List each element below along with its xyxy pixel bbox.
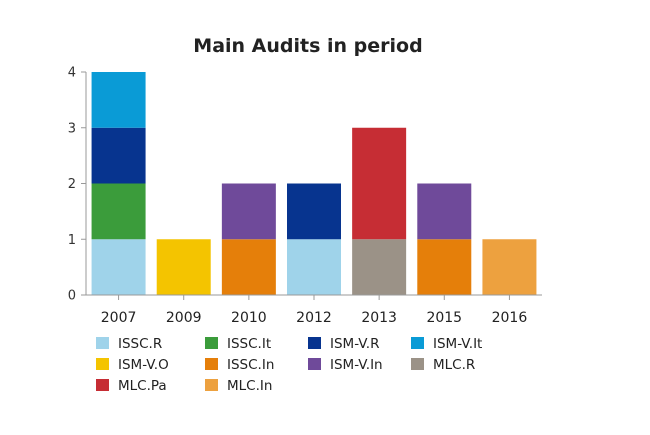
y-tick-label: 1	[68, 233, 76, 248]
legend-swatch	[411, 337, 424, 349]
bar-segment	[482, 239, 537, 295]
bar-segment	[221, 183, 276, 240]
x-tick-label: 2016	[492, 310, 528, 326]
bar-segment	[287, 239, 341, 295]
x-tick-label: 2010	[231, 310, 267, 326]
legend-swatch	[96, 337, 109, 349]
x-tick-label: 2009	[166, 310, 202, 326]
bar-segment	[91, 183, 146, 240]
x-tick-label: 2013	[361, 310, 397, 326]
bar-segment	[417, 239, 472, 295]
legend: ISSC.R ISSC.It ISM-V.R ISM-V.It ISM-V.O ISSC.…	[96, 336, 482, 394]
legend-label: ISSC.In	[227, 357, 274, 373]
legend-swatch	[205, 379, 218, 391]
bar-segment	[221, 239, 276, 295]
x-axis: 2007 2009 2010 2012 2013 2015 2016	[86, 294, 542, 326]
bar-segment	[287, 183, 341, 240]
bar-segment	[352, 239, 407, 295]
legend-label: ISM-V.O	[118, 357, 169, 373]
y-tick-label: 2	[68, 177, 76, 192]
x-tick-label: 2015	[426, 310, 462, 326]
legend-label: MLC.In	[227, 378, 272, 394]
chart-title: Main Audits in period	[193, 35, 422, 57]
legend-label: ISM-V.In	[330, 357, 383, 373]
x-tick-label: 2012	[296, 310, 332, 326]
legend-swatch	[308, 358, 321, 370]
legend-label: ISM-V.It	[433, 336, 482, 352]
legend-swatch	[96, 358, 109, 370]
bar-segment	[91, 72, 146, 128]
bar-segment	[156, 239, 211, 295]
legend-label: ISSC.It	[227, 336, 271, 352]
bar-segment	[352, 127, 407, 240]
x-tick-label: 2007	[101, 310, 137, 326]
legend-label: ISM-V.R	[330, 336, 379, 352]
bar-segment	[91, 127, 146, 184]
legend-label: MLC.Pa	[118, 378, 167, 394]
legend-swatch	[411, 358, 424, 370]
bar-segment	[417, 183, 472, 240]
y-tick-label: 0	[68, 289, 76, 304]
y-tick-label: 3	[68, 121, 76, 136]
y-tick-label: 4	[68, 66, 76, 81]
bars-group	[91, 72, 537, 295]
y-axis: 0 1 2 3 4	[68, 66, 87, 304]
bar-segment	[91, 239, 146, 295]
legend-label: MLC.R	[433, 357, 475, 373]
legend-label: ISSC.R	[118, 336, 162, 352]
legend-swatch	[308, 337, 321, 349]
legend-swatch	[205, 358, 218, 370]
legend-swatch	[205, 337, 218, 349]
legend-swatch	[96, 379, 109, 391]
